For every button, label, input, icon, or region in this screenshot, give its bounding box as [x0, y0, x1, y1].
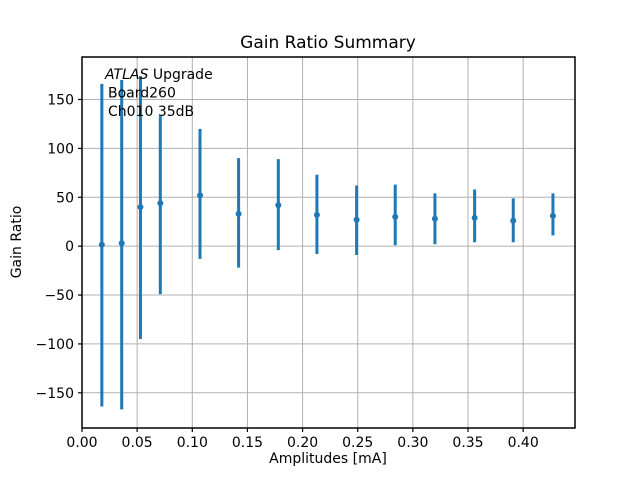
- data-point-marker: [235, 210, 242, 217]
- chart-title: Gain Ratio Summary: [240, 33, 416, 53]
- y-axis-label: Gain Ratio: [9, 206, 25, 279]
- y-tick-label: 150: [47, 93, 74, 109]
- data-point-marker: [197, 192, 204, 199]
- data-point-marker: [471, 214, 478, 221]
- data-point-marker: [431, 215, 438, 222]
- x-tick-label: 0.15: [232, 435, 263, 451]
- data-point-marker: [98, 241, 105, 248]
- y-tick-label: −150: [36, 386, 74, 402]
- annotation-channel-label: Ch010 35dB: [108, 104, 194, 120]
- tick-layer: 0.00 0.05 0.10 0.15 0.20 0.25 0.30 0.35 0.40 −150…: [36, 93, 539, 451]
- data-point-marker: [157, 200, 164, 207]
- x-tick-label: 0.00: [66, 435, 97, 451]
- y-tick-label: 100: [47, 141, 74, 157]
- x-tick-label: 0.20: [287, 435, 318, 451]
- annotation-upgrade-label: Upgrade: [148, 67, 212, 83]
- x-tick-label: 0.30: [397, 435, 428, 451]
- data-point-marker: [137, 204, 144, 211]
- y-tick-label: 0: [65, 239, 74, 255]
- x-tick-label: 0.10: [177, 435, 208, 451]
- annotation-experiment-name: ATLAS: [104, 67, 148, 83]
- x-axis-label: Amplitudes [mA]: [269, 451, 387, 467]
- data-point-marker: [510, 217, 517, 224]
- x-tick-label: 0.05: [122, 435, 153, 451]
- data-point-marker: [549, 212, 556, 219]
- errorbar-series: [98, 76, 556, 410]
- x-tick-label: 0.25: [342, 435, 373, 451]
- axes-frame: [81, 56, 576, 429]
- data-point-marker: [353, 216, 360, 223]
- annotation-line-1: ATLAS Upgrade: [104, 67, 213, 83]
- data-point-marker: [313, 211, 320, 218]
- data-point-marker: [118, 240, 125, 247]
- data-point-marker: [392, 213, 399, 220]
- y-tick-label: −100: [36, 337, 74, 353]
- y-tick-label: 50: [56, 190, 74, 206]
- annotation-board-label: Board260: [108, 86, 176, 102]
- y-tick-label: −50: [44, 288, 74, 304]
- x-tick-label: 0.40: [508, 435, 539, 451]
- x-tick-label: 0.35: [452, 435, 483, 451]
- data-point-marker: [275, 202, 282, 209]
